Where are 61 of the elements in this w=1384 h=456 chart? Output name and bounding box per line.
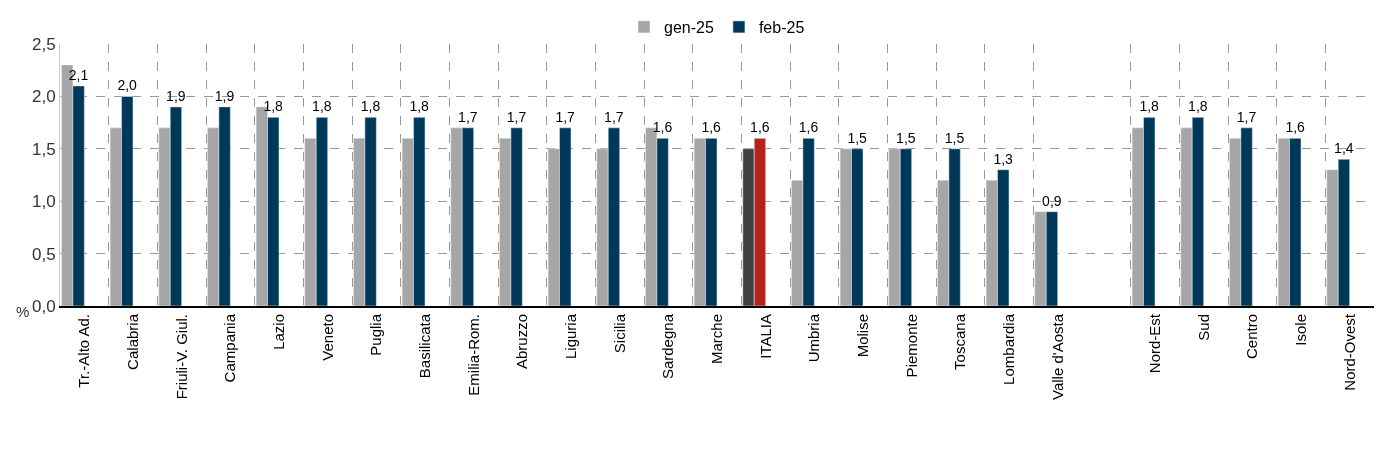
x-tick-label: Umbria (805, 313, 823, 363)
x-tick-label: Sardegna (659, 313, 677, 380)
x-tick-label: Lazio (269, 314, 287, 350)
x-tick-label: Campania (221, 313, 239, 383)
y-tick-label: 2,5 (31, 34, 56, 54)
y-tick-label: 0,0 (31, 296, 56, 316)
data-label: 1,5 (896, 129, 916, 146)
data-label: 1,9 (214, 87, 235, 104)
data-label: 1,8 (1188, 98, 1208, 115)
data-label: 1,6 (798, 119, 819, 136)
data-label: 1,7 (506, 108, 527, 125)
x-tick-label: Sud (1194, 314, 1212, 341)
data-label: 1,6 (1285, 119, 1306, 136)
data-label: 1,6 (652, 119, 673, 136)
data-label: 1,7 (1236, 108, 1257, 125)
data-label: 1,3 (993, 150, 1014, 167)
data-label: 1,7 (555, 108, 576, 125)
x-tick-label: Molise (853, 314, 871, 358)
x-tick-label: Valle d'Aosta (1048, 313, 1066, 400)
legend-label: feb-25 (758, 19, 805, 37)
legend-label: gen-25 (664, 19, 714, 37)
x-tick-label: Nord-Ovest (1340, 313, 1358, 391)
data-label: 1,8 (263, 98, 284, 115)
data-label: 1,6 (701, 119, 722, 136)
x-tick-label: Marche (707, 314, 725, 365)
data-label: 1,8 (1139, 98, 1160, 115)
x-tick-label: Toscana (951, 313, 969, 370)
x-tick-label: ITALIA (756, 314, 774, 359)
x-tick-label: Nord-Est (1145, 313, 1163, 374)
data-label: 1,8 (409, 98, 430, 115)
x-tick-label: Veneto (318, 314, 336, 361)
data-label: 1,5 (847, 129, 868, 146)
data-label: 1,7 (458, 108, 478, 125)
x-tick-label: Calabria (123, 313, 141, 370)
y-axis-title: % (16, 303, 30, 320)
data-label: 0,9 (1042, 192, 1062, 209)
x-tick-label: Isole (1291, 314, 1309, 346)
y-tick-label: 2,0 (31, 87, 56, 107)
x-tick-label: Basilicata (415, 313, 433, 379)
x-tick-label: Lombardia (999, 313, 1017, 385)
x-tick-label: Centro (1243, 314, 1261, 360)
data-label: 1,6 (750, 119, 770, 136)
x-tick-label: Puglia (367, 313, 385, 356)
data-label: 2,0 (117, 77, 138, 94)
x-tick-label: Friuli-V. Giul. (172, 314, 190, 400)
data-label: 1,8 (360, 98, 381, 115)
x-tick-label: Piemonte (902, 314, 920, 378)
data-label: 1,8 (312, 98, 332, 115)
x-tick-label: Tr.-Alto Ad. (75, 314, 93, 388)
y-tick-label: 1,5 (31, 139, 56, 159)
x-tick-label: Liguria (561, 313, 579, 360)
y-tick-label: 0,5 (31, 244, 56, 264)
x-tick-label: Emilia-Rom. (464, 314, 482, 396)
data-label: 1,7 (604, 108, 624, 125)
x-tick-label: Abruzzo (513, 314, 531, 370)
y-tick-label: 1,0 (31, 192, 56, 212)
data-label: 1,9 (166, 87, 186, 104)
data-label: 2,1 (68, 66, 89, 83)
data-label: 1,5 (944, 129, 965, 146)
data-label: 1,4 (1334, 140, 1354, 157)
x-tick-label: Sicilia (610, 313, 628, 354)
